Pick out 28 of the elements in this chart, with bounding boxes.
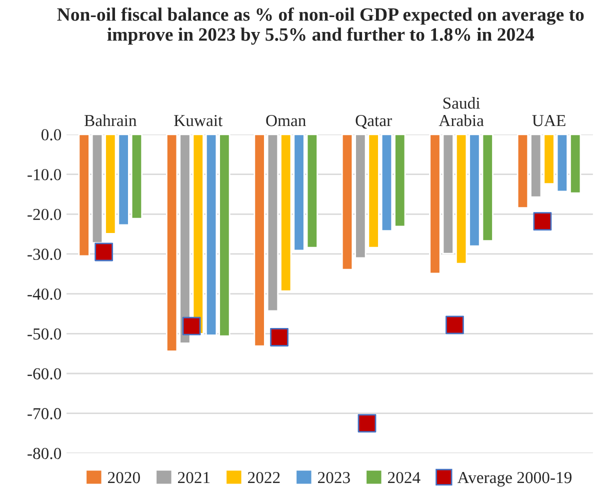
y-tick-label: -30.0 (28, 248, 62, 260)
point (358, 414, 376, 432)
y-tick-label: -40.0 (28, 288, 62, 300)
y-tick-label: -70.0 (28, 408, 62, 420)
point (94, 242, 114, 262)
x-tick-label: Oman (266, 115, 306, 126)
y-tick-label: 0.0 (41, 129, 62, 140)
point (270, 328, 288, 346)
point (533, 212, 552, 231)
legend-label: 2021 (178, 472, 210, 484)
legend-label: 2024 (388, 472, 420, 484)
point (446, 316, 464, 334)
legend-label: Average 2000-19 (457, 472, 572, 487)
point (182, 316, 201, 336)
x-tick-label: UAE (532, 115, 566, 126)
chart-title: Non-oil fiscal balance as % of non-oil GDP expected on average to improve in 2023 by 5.5% and further to 1.8% in 2024 (57, 7, 584, 45)
y-tick-label: -20.0 (28, 208, 62, 220)
y-tick-label: -60.0 (28, 368, 62, 380)
y-tick-label: -80.0 (28, 448, 62, 460)
y-tick-label: -10.0 (28, 169, 62, 180)
x-tick-label: Saudi Arabia (438, 97, 484, 126)
legend-label: 2022 (248, 472, 280, 484)
x-tick-label: Bahrain (84, 114, 137, 126)
x-tick-label: Kuwait (174, 115, 223, 126)
y-tick-label: -50.0 (28, 328, 62, 340)
legend-label: 2023 (318, 472, 350, 484)
legend-label: 2020 (108, 472, 140, 484)
x-tick-label: Qatar (356, 115, 392, 129)
